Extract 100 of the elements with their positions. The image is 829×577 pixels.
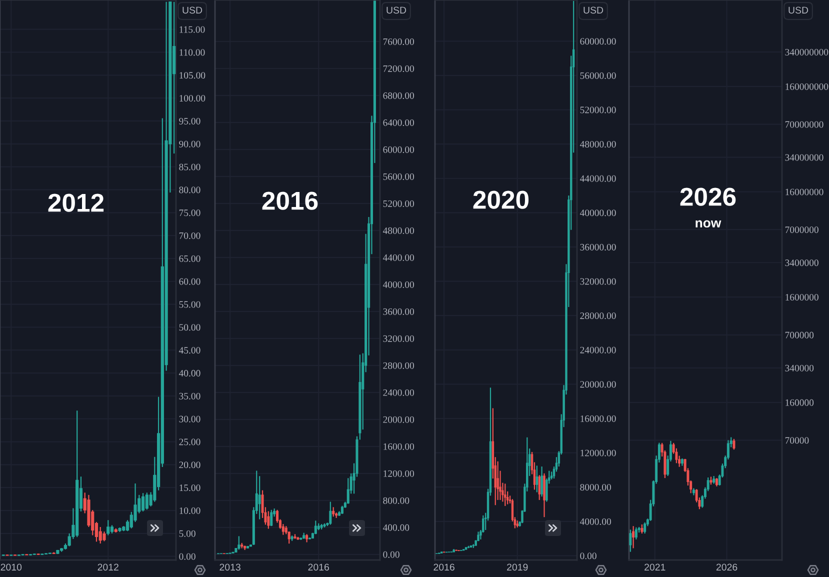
y-tick-label: 56000.00	[580, 72, 616, 79]
candlestick	[346, 478, 350, 504]
candlestick	[732, 438, 736, 450]
y-tick-label: 60.00	[179, 278, 200, 285]
x-tick-label: 2016	[308, 564, 329, 571]
text: 2016	[262, 192, 318, 210]
x-tick-label: 2026	[716, 564, 738, 571]
candlestick	[145, 492, 148, 510]
y-tick-label: 0.00	[179, 553, 196, 560]
candlestick	[258, 476, 261, 520]
x-tick-label: 2021	[644, 564, 666, 571]
y-tick-label: 700000	[785, 332, 814, 338]
y-tick-label: 24000.00	[580, 346, 616, 354]
y-tick-label: 1600000	[786, 294, 818, 301]
y-tick-label: 28000.00	[580, 312, 616, 320]
y-tick-label: 2400.00	[383, 389, 414, 396]
candlestick	[634, 526, 638, 540]
y-tick-label: 115.00	[180, 26, 205, 33]
y-tick-label: 4800.00	[382, 227, 414, 234]
y-tick-label: 3400000	[785, 260, 818, 266]
y-tick-label: 4400.00	[382, 254, 414, 261]
y-tick-label: 45.00	[178, 347, 200, 354]
y-tick-label: 6800.00	[383, 92, 414, 100]
candlestick	[540, 466, 543, 498]
y-tick-label: 4000.00	[382, 281, 414, 288]
x-tick-label: 2010	[0, 564, 22, 571]
y-tick-label: 70000000	[785, 121, 824, 128]
y-axis-title: USD	[584, 6, 604, 14]
candlestick	[102, 531, 106, 542]
candlestick	[267, 510, 270, 530]
y-tick-label: 35.00	[179, 392, 200, 400]
y-tick-label: 65.00	[179, 255, 200, 262]
y-tick-label: 75.00	[179, 210, 200, 216]
y-tick-label: 6400.00	[383, 119, 414, 126]
y-tick-label: 70.00	[179, 232, 200, 240]
y-tick-label: 5200.00	[383, 200, 414, 207]
y-tick-label: 5600.00	[383, 173, 414, 180]
y-tick-label: 3200.00	[383, 335, 414, 342]
candlestick	[332, 506, 335, 518]
text: 2012	[48, 194, 104, 212]
y-tick-label: 110.00	[180, 49, 205, 56]
y-tick-label: 7000000	[785, 226, 818, 234]
y-tick-label: 70000	[785, 437, 809, 444]
y-tick-label: 0.00	[580, 552, 596, 560]
y-tick-label: 40000.00	[580, 210, 616, 216]
y-tick-label: 55.00	[179, 301, 200, 308]
y-tick-label: 2000.00	[383, 416, 414, 423]
y-tick-label: 30.00	[179, 416, 200, 422]
y-tick-label: 6000.00	[383, 146, 414, 153]
candlestick	[496, 460, 499, 501]
y-tick-label: 105.00	[180, 72, 206, 79]
y-tick-label: 60000.00	[580, 38, 616, 45]
candlestick	[640, 524, 644, 534]
y-tick-label: 12000.00	[580, 450, 616, 456]
y-tick-label: 1600.00	[384, 443, 414, 450]
y-tick-label: 4000.00	[580, 518, 612, 525]
y-tick-label: 48000.00	[580, 140, 616, 148]
y-tick-label: 36000.00	[580, 244, 616, 250]
candlestick	[644, 522, 646, 534]
y-tick-label: 20000.00	[580, 381, 616, 388]
y-tick-label: 90.00	[179, 140, 200, 148]
text: now	[696, 220, 722, 228]
x-tick-label: 2013	[220, 564, 240, 571]
y-tick-label: 25.00	[179, 438, 200, 446]
text: 2026	[680, 188, 736, 206]
candlestick	[629, 529, 632, 552]
y-tick-label: 85.00	[179, 164, 200, 170]
y-tick-label: 100.00	[180, 94, 206, 102]
y-tick-label: 40.00	[178, 370, 200, 377]
y-tick-label: 8000.00	[580, 484, 612, 491]
candlestick	[632, 526, 635, 549]
y-tick-label: 50.00	[179, 324, 200, 331]
y-tick-label: 7600.00	[383, 38, 414, 46]
y-tick-label: 340000000	[785, 48, 828, 56]
y-axis-title: USD	[182, 6, 202, 14]
y-tick-label: 7200.00	[383, 65, 414, 72]
y-tick-label: 3600.00	[383, 308, 414, 315]
x-tick-label: 2012	[98, 564, 118, 571]
y-tick-label: 44000.00	[580, 175, 616, 182]
y-axis-title: USD	[788, 6, 808, 14]
candlestick	[536, 465, 538, 493]
y-tick-label: 2800.00	[383, 362, 414, 369]
y-tick-label: 34000000	[785, 154, 824, 161]
candlestick	[270, 509, 273, 527]
y-tick-label: 340000	[785, 364, 814, 372]
candlestick	[314, 520, 317, 535]
candlestick	[106, 520, 110, 536]
y-tick-label: 5.00	[179, 530, 196, 537]
y-tick-label: 15.00	[180, 484, 200, 492]
y-tick-label: 32000.00	[580, 278, 616, 285]
y-tick-label: 0.00	[383, 551, 400, 558]
candlestick	[238, 536, 240, 550]
x-tick-label: 2016	[434, 564, 454, 571]
candlestick	[141, 492, 145, 512]
y-tick-label: 800.00	[383, 497, 410, 504]
text: 2020	[473, 190, 529, 209]
candlestick	[329, 501, 332, 526]
candlestick	[282, 523, 284, 536]
y-tick-label: 20.00	[179, 462, 200, 468]
y-tick-label: 400.00	[382, 524, 410, 531]
